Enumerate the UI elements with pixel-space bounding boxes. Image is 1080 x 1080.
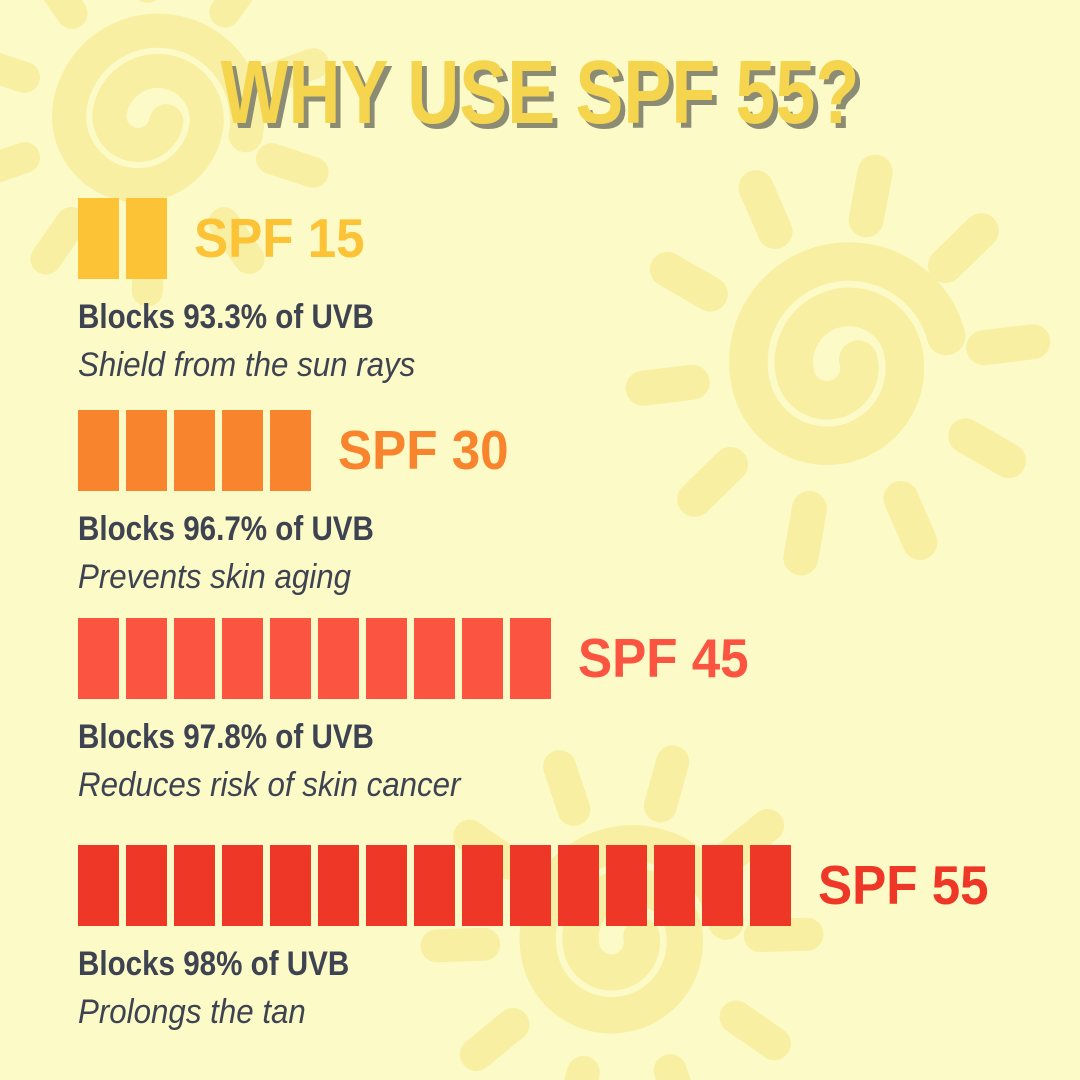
bar-segment	[222, 845, 263, 926]
spf15-benefit-text: Shield from the sun rays	[78, 345, 416, 384]
bar-segment	[606, 845, 647, 926]
bar-segment	[270, 845, 311, 926]
page-title: WHY USE SPF 55?	[220, 43, 860, 143]
bar-segment	[462, 618, 503, 699]
spf45-bar-row: SPF 45	[78, 618, 1080, 699]
spf30-section: SPF 30 Blocks 96.7% of UVB Prevents skin…	[78, 410, 1080, 598]
spf45-section: SPF 45 Blocks 97.8% of UVB Reduces risk …	[78, 618, 1080, 806]
bar-segment	[174, 618, 215, 699]
spf45-benefit-text: Reduces risk of skin cancer	[78, 765, 461, 804]
bar-segment	[510, 618, 551, 699]
spf45-label: SPF 45	[578, 627, 749, 689]
spf15-uvb-text: Blocks 93.3% of UVB	[78, 298, 374, 336]
bar-segment	[510, 845, 551, 926]
spf45-bar	[78, 618, 551, 699]
spf45-uvb-text: Blocks 97.8% of UVB	[78, 718, 374, 756]
spf55-benefit-text: Prolongs the tan	[78, 992, 306, 1031]
spf15-bar	[78, 198, 167, 279]
bar-segment	[78, 618, 119, 699]
spf30-bar	[78, 410, 311, 491]
spf55-section: SPF 55 Blocks 98% of UVB Prolongs the ta…	[78, 845, 1080, 1033]
spf15-bar-row: SPF 15	[78, 198, 1080, 279]
bar-segment	[558, 845, 599, 926]
bar-segment	[270, 618, 311, 699]
bar-segment	[366, 618, 407, 699]
bar-segment	[654, 845, 695, 926]
spf55-bar-row: SPF 55	[78, 845, 1080, 926]
spf15-section: SPF 15 Blocks 93.3% of UVB Shield from t…	[78, 198, 1080, 386]
spf30-bar-row: SPF 30	[78, 410, 1080, 491]
bar-segment	[414, 618, 455, 699]
bar-segment	[750, 845, 791, 926]
bar-segment	[702, 845, 743, 926]
bar-segment	[78, 845, 119, 926]
spf55-bar	[78, 845, 791, 926]
bar-segment	[222, 410, 263, 491]
bar-segment	[270, 410, 311, 491]
spf30-uvb-text: Blocks 96.7% of UVB	[78, 510, 374, 548]
bar-segment	[174, 845, 215, 926]
bar-segment	[78, 198, 119, 279]
spf30-label: SPF 30	[338, 419, 509, 481]
bar-segment	[222, 618, 263, 699]
bar-segment	[366, 845, 407, 926]
bar-segment	[126, 845, 167, 926]
bar-segment	[414, 845, 455, 926]
bar-segment	[174, 410, 215, 491]
spf30-benefit-text: Prevents skin aging	[78, 557, 351, 596]
spf55-label: SPF 55	[818, 854, 989, 916]
bar-segment	[318, 618, 359, 699]
spf15-label: SPF 15	[194, 207, 365, 269]
bar-segment	[126, 618, 167, 699]
bar-segment	[462, 845, 503, 926]
spf55-uvb-text: Blocks 98% of UVB	[78, 945, 350, 983]
bar-segment	[318, 845, 359, 926]
bar-segment	[126, 198, 167, 279]
bar-segment	[78, 410, 119, 491]
bar-segment	[126, 410, 167, 491]
